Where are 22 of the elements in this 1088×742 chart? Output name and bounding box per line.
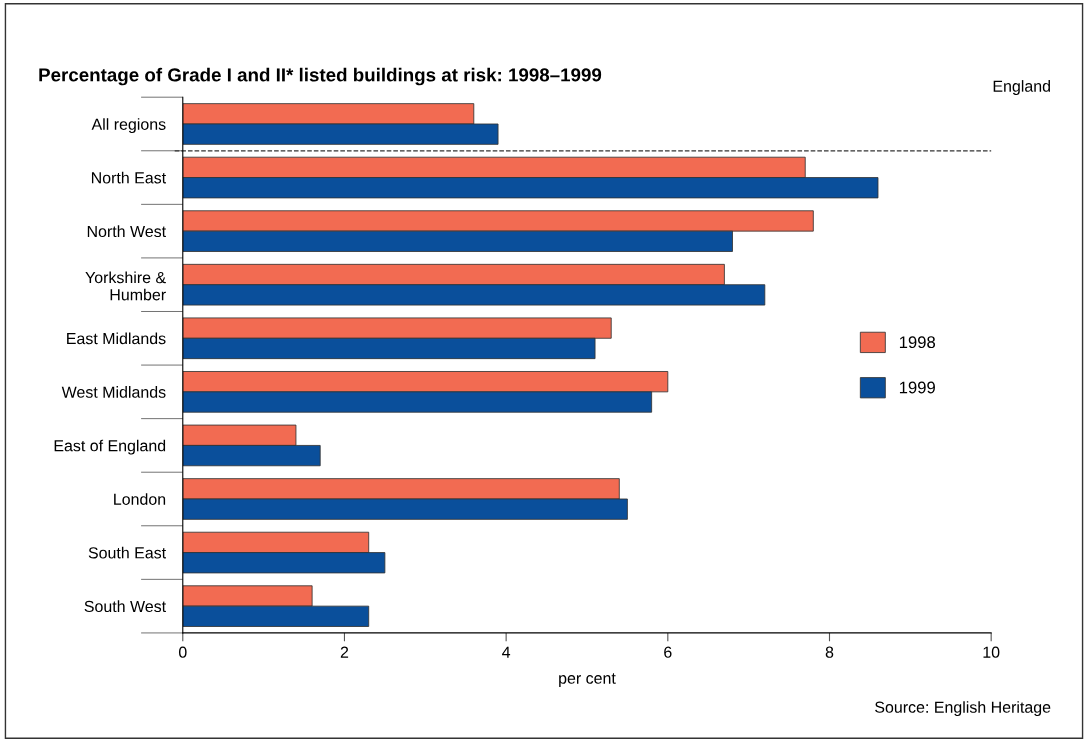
y-tick-label: Yorkshire & Humber <box>85 271 166 301</box>
legend-label: 1999 <box>899 381 935 394</box>
y-tick-label: All regions <box>91 118 166 134</box>
text: England <box>993 80 1050 95</box>
source-note: Source: English Heritage <box>875 701 1051 717</box>
x-axis-title: per cent <box>559 673 616 688</box>
y-tick-label: East Midlands <box>67 332 166 345</box>
x-tick-label: 2 <box>340 646 349 658</box>
x-tick-label: 0 <box>178 646 187 658</box>
y-tick-label: London <box>114 493 166 505</box>
y-tick-label: South West <box>84 600 166 613</box>
x-tick-label: 6 <box>664 646 672 658</box>
legend-label: 1998 <box>899 336 936 349</box>
y-tick-label: West Midlands <box>61 386 166 398</box>
x-tick-label: 10 <box>983 646 1000 658</box>
y-tick-label: North East <box>91 171 166 184</box>
chart-title: Percentage of Grade I and II* listed buildings at risk: 1998–1999 <box>39 67 602 86</box>
y-tick-label: South East <box>88 546 166 559</box>
y-tick-label: North West <box>87 225 166 238</box>
y-tick-label: East of England <box>54 439 166 455</box>
x-tick-label: 8 <box>825 646 834 658</box>
x-tick-label: 4 <box>502 646 511 658</box>
